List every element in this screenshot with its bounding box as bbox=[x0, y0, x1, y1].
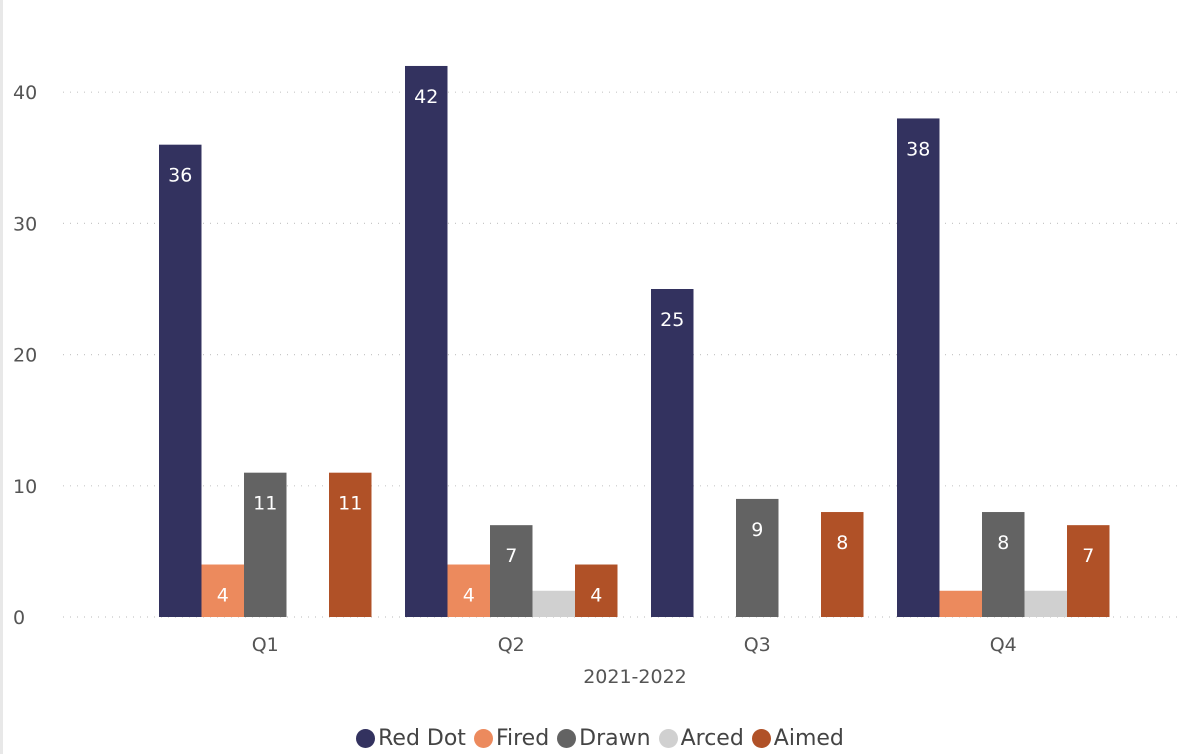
legend-label: Fired bbox=[495, 725, 550, 751]
x-axis: Q1 Q2 Q3 Q4 bbox=[252, 634, 1017, 656]
bars bbox=[159, 65, 1110, 617]
bar-fired-q4[interactable] bbox=[939, 590, 983, 617]
legend-item-fired[interactable]: Fired bbox=[473, 725, 550, 751]
bar-red-dot-q2[interactable] bbox=[405, 65, 448, 617]
legend-swatch-icon bbox=[557, 728, 577, 748]
data-label: 7 bbox=[1082, 545, 1094, 567]
legend-item-aimed[interactable]: Aimed bbox=[751, 725, 844, 751]
bar-aimed-q2[interactable] bbox=[575, 564, 618, 617]
y-tick-label: 30 bbox=[13, 213, 37, 235]
y-tick-label: 40 bbox=[13, 82, 37, 104]
bar-arced-q2[interactable] bbox=[532, 590, 576, 617]
bar-drawn-q1[interactable] bbox=[244, 472, 287, 617]
bar-fired-q1[interactable] bbox=[201, 564, 245, 617]
data-label: 4 bbox=[463, 585, 475, 607]
bar-arced-q4[interactable] bbox=[1024, 590, 1068, 617]
y-axis: 0 10 20 30 40 bbox=[13, 82, 37, 629]
data-label: 8 bbox=[997, 532, 1009, 554]
bar-drawn-q4[interactable] bbox=[982, 512, 1025, 617]
data-label: 25 bbox=[660, 309, 684, 331]
legend-label: Aimed bbox=[773, 725, 844, 751]
legend-item-arced[interactable]: Arced bbox=[658, 725, 744, 751]
legend-label: Arced bbox=[680, 725, 744, 751]
data-label: 7 bbox=[505, 545, 517, 567]
x-tick-label: Q1 bbox=[252, 634, 279, 656]
data-label: 9 bbox=[751, 519, 763, 541]
data-label: 42 bbox=[414, 86, 438, 108]
legend-swatch-icon bbox=[658, 728, 678, 748]
y-tick-label: 20 bbox=[13, 345, 37, 367]
legend-swatch-icon bbox=[473, 728, 493, 748]
legend-label: Red Dot bbox=[378, 725, 466, 751]
legend-item-drawn[interactable]: Drawn bbox=[557, 725, 651, 751]
bar-red-dot-q4[interactable] bbox=[897, 118, 940, 617]
y-tick-label: 0 bbox=[13, 607, 25, 629]
data-label: 8 bbox=[836, 532, 848, 554]
bar-drawn-q3[interactable] bbox=[736, 498, 779, 617]
bar-aimed-q3[interactable] bbox=[821, 512, 864, 617]
y-tick-label: 10 bbox=[13, 476, 37, 498]
bar-red-dot-q3[interactable] bbox=[651, 289, 694, 617]
legend-swatch-icon bbox=[751, 728, 771, 748]
x-tick-label: Q3 bbox=[744, 634, 771, 656]
legend: Red Dot Fired Drawn Arced Aimed bbox=[3, 722, 1194, 754]
legend-item-red-dot[interactable]: Red Dot bbox=[356, 726, 466, 751]
data-label: 4 bbox=[590, 585, 602, 607]
bar-red-dot-q1[interactable] bbox=[159, 144, 202, 617]
x-tick-label: Q2 bbox=[498, 634, 525, 656]
bar-aimed-q4[interactable] bbox=[1067, 525, 1110, 617]
bar-aimed-q1[interactable] bbox=[329, 472, 372, 617]
bar-drawn-q2[interactable] bbox=[490, 525, 533, 617]
data-label: 4 bbox=[217, 585, 229, 607]
data-label: 11 bbox=[338, 493, 362, 515]
data-label: 11 bbox=[253, 493, 277, 515]
data-label: 38 bbox=[906, 138, 930, 160]
bar-fired-q2[interactable] bbox=[447, 564, 491, 617]
data-label: 36 bbox=[168, 165, 192, 187]
x-tick-label: Q4 bbox=[990, 634, 1017, 656]
legend-label: Drawn bbox=[579, 725, 651, 751]
data-labels: 36 42 25 38 4 4 11 7 9 8 11 4 8 7 bbox=[168, 86, 1094, 607]
legend-swatch-icon bbox=[356, 728, 376, 748]
x-axis-title: 2021-2022 bbox=[583, 666, 687, 688]
